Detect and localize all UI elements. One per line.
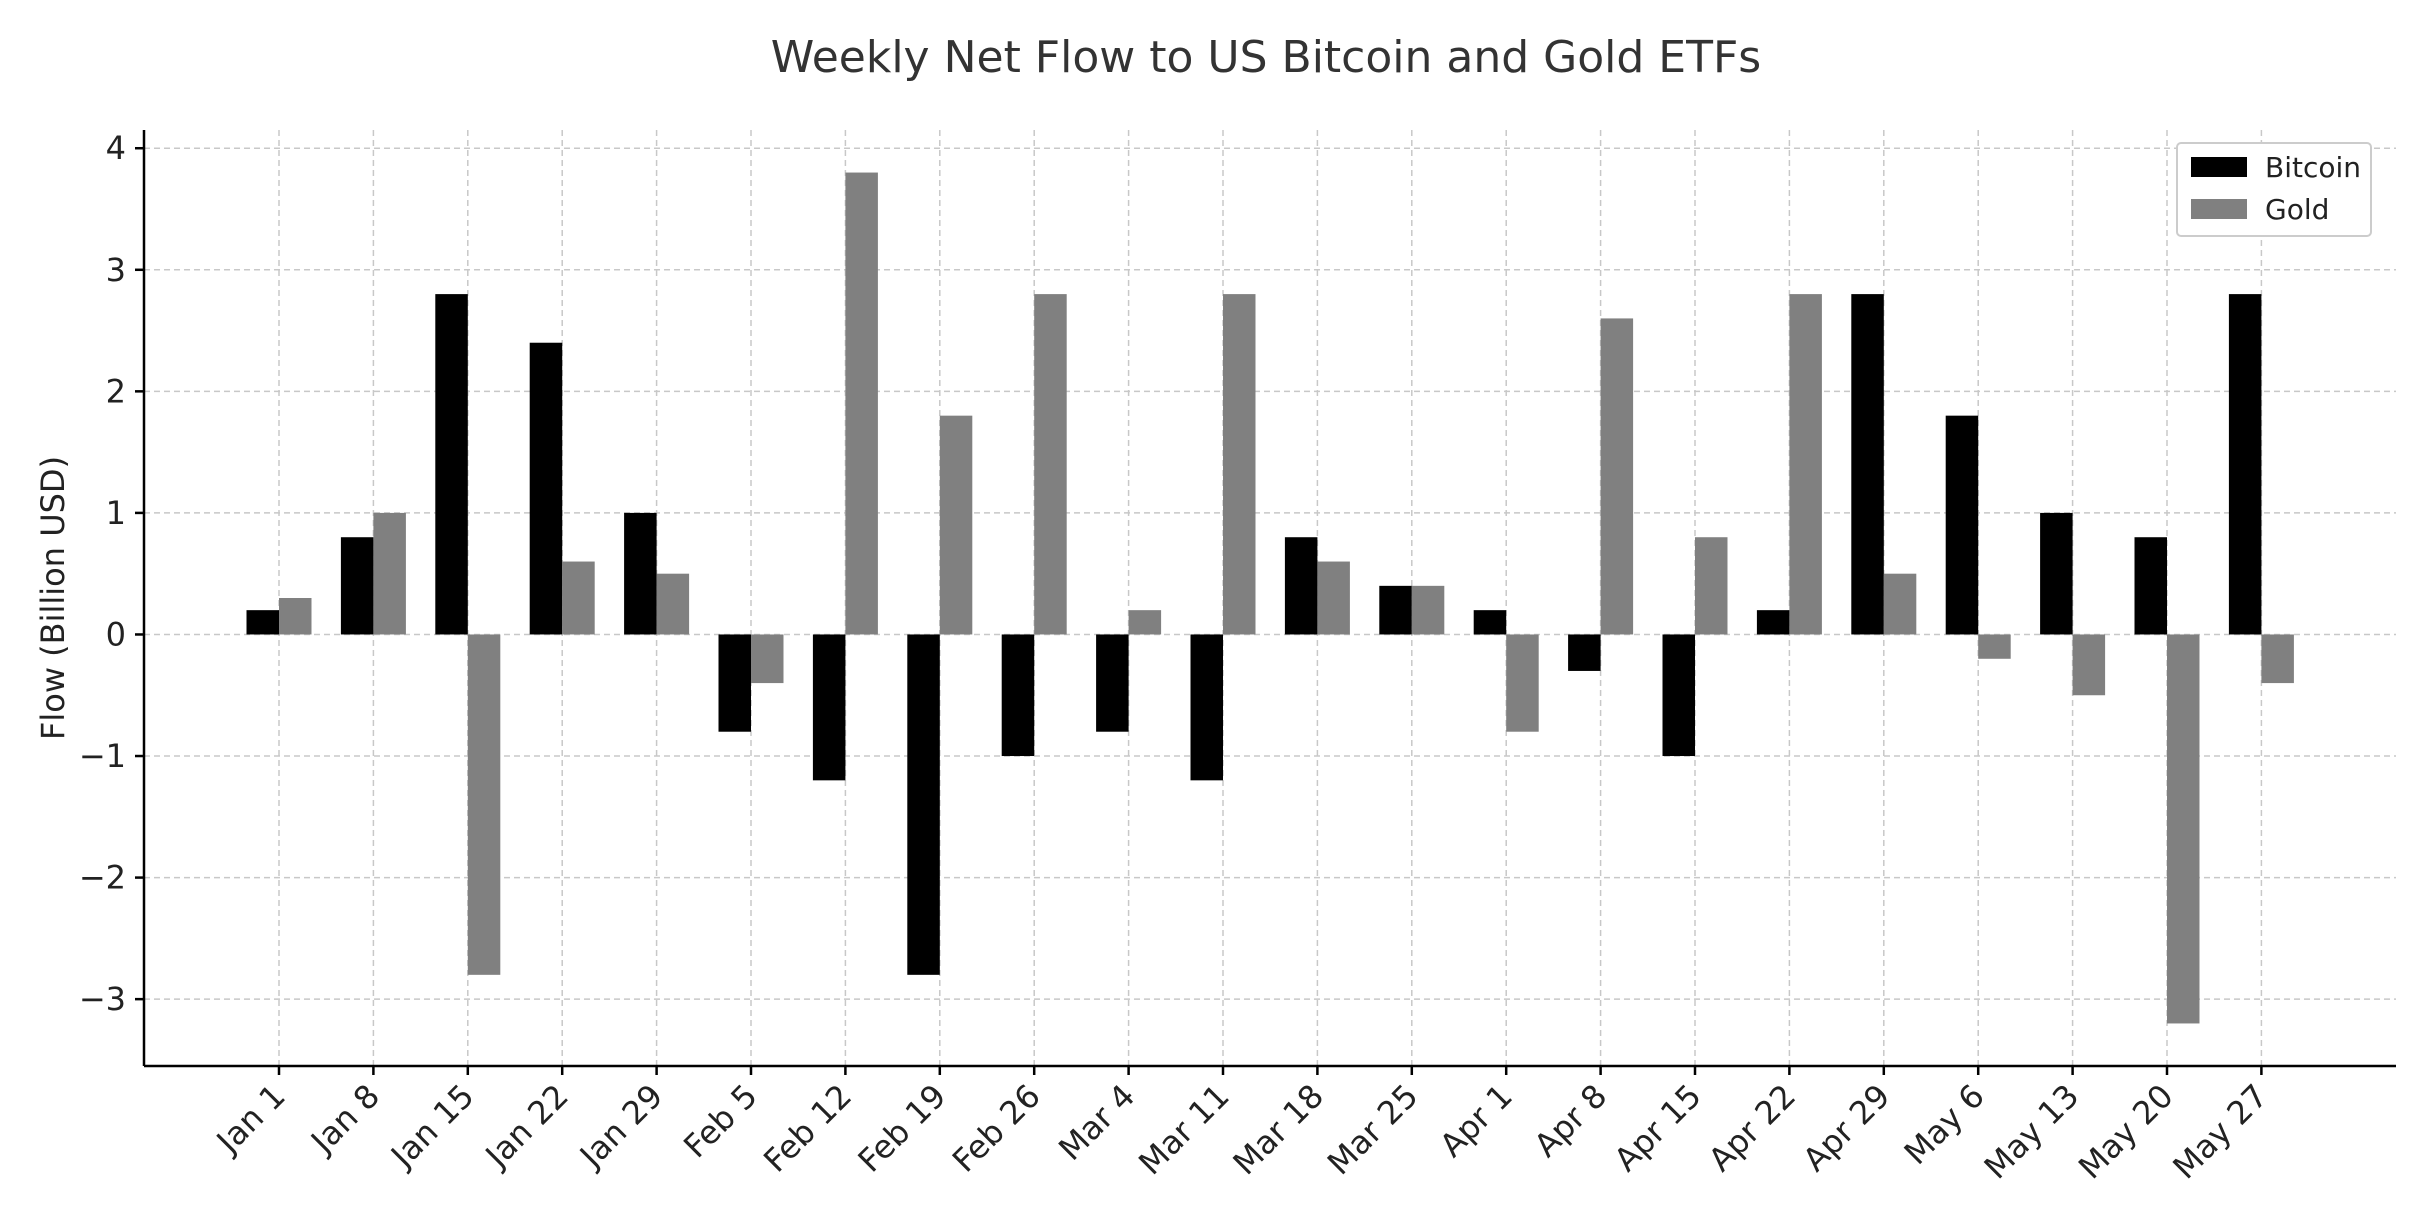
bar-gold-apr-29	[1883, 573, 1917, 635]
bar-gold-jan-8	[373, 512, 406, 635]
y-tick-label: 3	[106, 251, 126, 289]
bar-gold-may-27	[2261, 634, 2294, 684]
bar-gold-mar-4	[1128, 610, 1162, 635]
bar-bitcoin-apr-1	[1473, 610, 1507, 635]
bar-bitcoin-mar-25	[1379, 585, 1412, 635]
y-tick-label: 2	[106, 372, 126, 410]
bar-gold-may-13	[2072, 634, 2106, 696]
x-tick-label: Jan 8	[302, 1077, 387, 1162]
x-tick-label: Feb 5	[676, 1077, 765, 1166]
x-tick-label: Jan 22	[477, 1077, 576, 1176]
bar-bitcoin-jan-15	[435, 294, 468, 635]
x-tick-label: Apr 29	[1795, 1077, 1897, 1179]
bar-gold-apr-22	[1789, 294, 1822, 635]
x-tick-label: May 27	[2165, 1077, 2275, 1187]
bar-gold-mar-18	[1317, 561, 1350, 635]
y-tick-label: −2	[79, 859, 126, 897]
bar-gold-apr-15	[1695, 537, 1728, 635]
bar-gold-jan-22	[562, 561, 595, 635]
x-tick-label: Feb 12	[756, 1077, 859, 1180]
bar-gold-jan-1	[279, 598, 312, 635]
bar-bitcoin-mar-11	[1190, 634, 1223, 781]
y-tick-label: 1	[106, 494, 126, 532]
legend-swatch-bitcoin	[2191, 157, 2247, 177]
legend-label-bitcoin: Bitcoin	[2265, 151, 2361, 184]
axis-layer	[142, 130, 2396, 1068]
bar-gold-feb-5	[751, 634, 784, 684]
x-tick-label: Mar 11	[1131, 1077, 1237, 1183]
bar-bitcoin-apr-22	[1756, 610, 1790, 635]
bar-bitcoin-mar-4	[1096, 634, 1129, 732]
bar-gold-may-6	[1978, 634, 2011, 659]
x-tick-label: Mar 4	[1051, 1077, 1142, 1168]
bar-gold-apr-8	[1600, 318, 1634, 635]
bar-bitcoin-may-27	[2228, 294, 2262, 635]
bar-layer	[246, 172, 2294, 1024]
y-tick-label: 4	[106, 129, 126, 167]
bar-gold-feb-26	[1034, 294, 1067, 635]
x-tick-label: Apr 22	[1701, 1077, 1803, 1179]
bar-bitcoin-apr-8	[1568, 634, 1601, 671]
bar-bitcoin-may-20	[2134, 537, 2167, 635]
bar-bitcoin-jan-29	[624, 512, 657, 635]
legend-swatch-gold	[2191, 199, 2247, 219]
bar-bitcoin-feb-19	[907, 634, 940, 975]
bar-gold-jan-29	[656, 573, 690, 635]
y-tick-label: −1	[79, 737, 126, 775]
y-axis-label: Flow (Billion USD)	[34, 456, 72, 740]
bar-bitcoin-feb-26	[1001, 634, 1035, 757]
legend: Bitcoin Gold	[2176, 142, 2372, 237]
x-tick-label: May 20	[2071, 1077, 2181, 1187]
y-tick-label: −3	[79, 980, 126, 1018]
bar-gold-feb-19	[939, 415, 973, 635]
bar-bitcoin-jan-8	[340, 537, 374, 635]
grid-layer	[144, 130, 2396, 1066]
bar-gold-may-20	[2167, 634, 2200, 1024]
x-tick-label: Feb 26	[945, 1077, 1048, 1180]
bar-bitcoin-jan-22	[529, 342, 563, 635]
bar-bitcoin-may-6	[1945, 415, 1979, 635]
x-tick-label: Jan 29	[571, 1077, 670, 1176]
chart-title: Weekly Net Flow to US Bitcoin and Gold E…	[771, 32, 1761, 83]
bar-bitcoin-apr-29	[1851, 294, 1884, 635]
x-tick-label: Mar 18	[1226, 1077, 1332, 1183]
x-tick-label: Jan 1	[208, 1077, 293, 1162]
bar-bitcoin-may-13	[2040, 512, 2073, 635]
x-tick-label: Feb 19	[851, 1077, 954, 1180]
bar-gold-feb-12	[845, 172, 878, 635]
x-tick-label: Apr 15	[1607, 1077, 1709, 1179]
x-tick-label: Apr 8	[1527, 1077, 1615, 1165]
bar-gold-mar-25	[1411, 585, 1445, 635]
bar-gold-jan-15	[467, 634, 501, 975]
bar-bitcoin-apr-15	[1662, 634, 1695, 757]
x-tick-label: Apr 1	[1432, 1077, 1520, 1165]
bar-bitcoin-feb-12	[812, 634, 846, 781]
bar-bitcoin-feb-5	[718, 634, 751, 732]
legend-label-gold: Gold	[2265, 193, 2329, 226]
bar-bitcoin-mar-18	[1284, 537, 1318, 635]
y-tick-label: 0	[106, 615, 126, 653]
x-tick-label: Mar 25	[1320, 1077, 1426, 1183]
bar-gold-apr-1	[1506, 634, 1539, 732]
bar-bitcoin-jan-1	[246, 610, 279, 635]
bar-gold-mar-11	[1223, 294, 1256, 635]
x-tick-label: Jan 15	[382, 1077, 481, 1176]
x-tick-label: May 13	[1977, 1077, 2087, 1187]
